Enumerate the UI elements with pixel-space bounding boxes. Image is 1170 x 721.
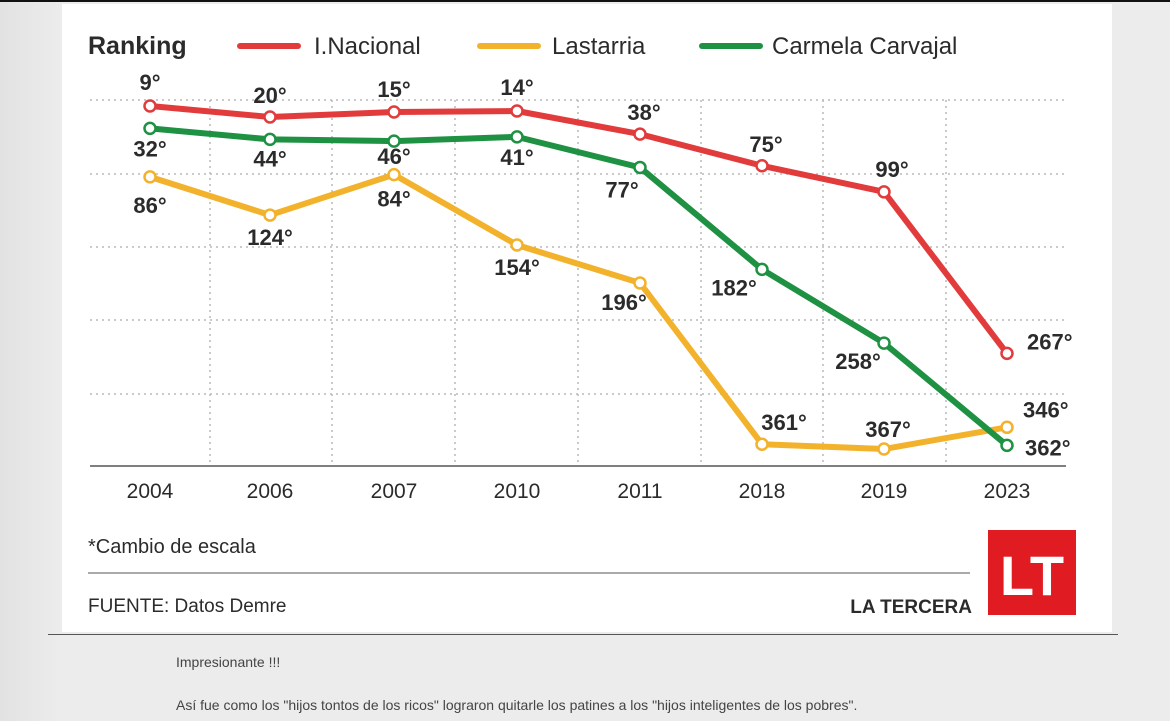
x-axis-ticks: 2004 2006 2007 2010 2011 2018 2019 2023 — [127, 480, 1031, 503]
series-line — [147, 171, 1010, 452]
x-tick-label: 2006 — [247, 480, 294, 503]
infographic-card: 9° 20° 15° 14° 38° 75° 99° 267° 86° 124° 84° 154° 19… — [62, 4, 1112, 632]
scale-note: *Cambio de escala — [88, 536, 257, 558]
legend-label: I.Nacional — [314, 33, 421, 60]
data-point — [387, 134, 401, 148]
data-point — [143, 99, 157, 113]
data-label: 14° — [500, 75, 533, 100]
data-label: 20° — [253, 83, 286, 108]
data-label: 346° — [1023, 397, 1069, 422]
data-point — [510, 130, 524, 144]
data-point — [755, 437, 769, 451]
data-label: 84° — [377, 187, 410, 212]
data-label: 44° — [253, 146, 286, 171]
ranking-line-chart: 9° 20° 15° 14° 38° 75° 99° 267° 86° 124° 84° 154° 19… — [88, 32, 1076, 618]
data-label: 154° — [494, 255, 540, 280]
x-tick-label: 2007 — [371, 480, 418, 503]
data-label: 362° — [1025, 435, 1071, 460]
x-tick-label: 2019 — [861, 480, 908, 503]
chart-title: Ranking — [88, 32, 187, 60]
series-line — [147, 125, 1010, 449]
data-label: 41° — [500, 145, 533, 170]
data-label: 361° — [761, 410, 807, 435]
data-label: 38° — [627, 100, 660, 125]
data-point — [387, 105, 401, 119]
brand-name: LA TERCERA — [850, 597, 972, 618]
data-point — [755, 262, 769, 277]
data-point — [633, 276, 647, 290]
x-tick-label: 2023 — [984, 480, 1031, 503]
data-point — [755, 159, 769, 173]
data-point — [633, 160, 647, 175]
brand-logo: LT — [988, 530, 1076, 615]
legend-label: Lastarria — [552, 33, 646, 60]
data-label: 46° — [377, 144, 410, 169]
data-point — [510, 104, 524, 118]
data-point — [510, 238, 524, 252]
data-label: 86° — [133, 193, 166, 218]
data-label: 32° — [133, 136, 166, 161]
data-point — [1000, 438, 1014, 453]
brand-logo-box — [988, 530, 1076, 615]
data-label: 9° — [139, 70, 160, 95]
data-point — [143, 170, 157, 184]
data-point — [1000, 346, 1014, 361]
data-label: 182° — [711, 275, 757, 300]
comment-divider — [48, 634, 1118, 635]
comment-text-2: Así fue como los "hijos tontos de los ri… — [176, 697, 858, 713]
data-label: 258° — [835, 349, 881, 374]
background-panel — [0, 0, 60, 721]
source-note: FUENTE: Datos Demre — [88, 596, 286, 617]
data-label: 124° — [247, 225, 293, 250]
data-label: 75° — [749, 132, 782, 157]
data-point — [1000, 420, 1014, 435]
series-line — [147, 103, 1010, 357]
x-tick-label: 2018 — [739, 480, 786, 503]
data-label: 15° — [377, 77, 410, 102]
chart-legend: I.Nacional Lastarria Carmela Carvajal — [237, 33, 957, 60]
data-label: 77° — [605, 177, 638, 202]
top-border — [0, 0, 1170, 2]
x-tick-label: 2011 — [617, 480, 662, 503]
data-point — [877, 185, 891, 199]
data-point — [387, 167, 401, 182]
comment-text-1: Impresionante !!! — [176, 654, 281, 670]
data-point — [263, 132, 277, 147]
legend-label: Carmela Carvajal — [772, 33, 957, 60]
data-point — [263, 208, 277, 222]
data-point — [877, 442, 891, 456]
data-label: 99° — [875, 157, 908, 182]
brand-logo-text: LT — [1000, 544, 1064, 607]
x-tick-label: 2010 — [494, 480, 541, 503]
data-point — [633, 127, 647, 141]
data-label: 267° — [1027, 329, 1073, 354]
data-point — [143, 121, 157, 136]
data-label: 196° — [601, 290, 647, 315]
chart-value-labels: 9° 20° 15° 14° 38° 75° 99° 267° 86° 124° 84° 154° 19… — [133, 70, 1072, 460]
x-tick-label: 2004 — [127, 480, 174, 503]
chart-grid — [90, 99, 1066, 467]
data-point — [877, 336, 891, 350]
data-point — [263, 110, 277, 124]
data-label: 367° — [865, 417, 911, 442]
chart-lines — [143, 99, 1014, 456]
